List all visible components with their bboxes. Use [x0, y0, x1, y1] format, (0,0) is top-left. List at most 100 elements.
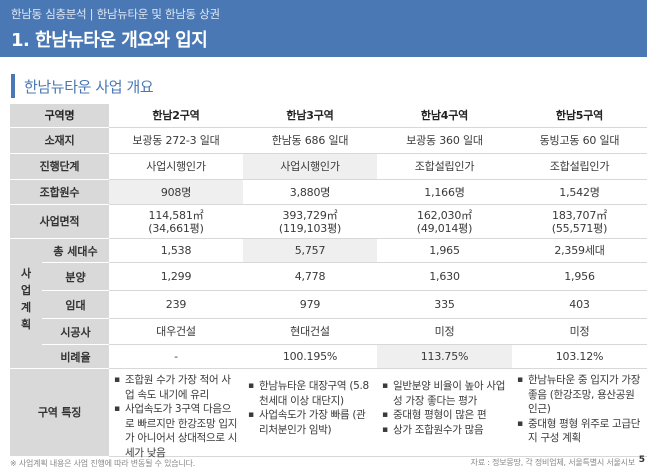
list-item: 중대형 평형이 많은 편 [381, 408, 508, 423]
table-row: 분양 1,299 4,778 1,630 1,956 [10, 263, 647, 291]
table-cell: 335 [377, 291, 512, 319]
area-sqm: 162,030㎡ [417, 208, 472, 222]
table-row: 임대 239 979 335 403 [10, 291, 647, 319]
row-label-group: 분양 [10, 263, 109, 291]
list-item: 사업속도가 가장 빠름 (관리처분인가 임박) [247, 408, 373, 437]
breadcrumb: 한남동 심층분석 | 한남뉴타운 및 한남동 상권 [11, 7, 220, 21]
table-cell: 한남뉴타운 대장구역 (5.8천세대 이상 대단지) 사업속도가 가장 빠름 (… [243, 369, 377, 457]
area-pyeong: (34,661평) [148, 221, 204, 235]
row-label: 시공사 [42, 319, 109, 345]
table-cell: 239 [109, 291, 243, 319]
table-cell: 5,757 [243, 239, 377, 263]
vertical-label-char: 업 [20, 284, 32, 297]
table-cell: 1,299 [109, 263, 243, 291]
area-pyeong: (55,571평) [551, 221, 608, 235]
feature-list: 한남뉴타운 대장구역 (5.8천세대 이상 대단지) 사업속도가 가장 빠름 (… [247, 379, 373, 437]
table-cell: 393,729㎡ (119,103평) [243, 205, 377, 239]
table-row: 조합원수 908명 3,880명 1,166명 1,542명 [10, 180, 647, 205]
table-cell: 403 [512, 291, 647, 319]
table-cell: 사업시행인가 [109, 154, 243, 180]
column-header: 한남2구역 [109, 104, 243, 128]
vertical-label-char: 획 [20, 318, 32, 331]
table-cell: 4,778 [243, 263, 377, 291]
table-cell: 3,880명 [243, 180, 377, 205]
table-cell: 보광동 360 일대 [377, 128, 512, 154]
column-header: 한남3구역 [243, 104, 377, 128]
row-label: 구역 특징 [10, 369, 109, 457]
table-cell: 1,538 [109, 239, 243, 263]
column-header: 한남5구역 [512, 104, 647, 128]
table-row: 진행단계 사업시행인가 사업시행인가 조합설립인가 조합설립인가 [10, 154, 647, 180]
table-cell: 동빙고동 60 일대 [512, 128, 647, 154]
row-label-group: 시공사 [10, 319, 109, 345]
list-item: 조합원 수가 가장 적어 사업 속도 내기에 유리 [113, 373, 239, 402]
table-cell: 908명 [109, 180, 243, 205]
section-accent-bar [11, 74, 15, 98]
list-item: 한남뉴타운 대장구역 (5.8천세대 이상 대단지) [247, 379, 373, 408]
section-title: 한남뉴타운 사업 개요 [24, 78, 154, 96]
table-cell: 1,542명 [512, 180, 647, 205]
table-cell: 1,166명 [377, 180, 512, 205]
table-cell: 2,359세대 [512, 239, 647, 263]
table-cell: 103.12% [512, 345, 647, 369]
source-note: 자료 : 정보몽땅, 각 정비업체, 서울특별시 서울시보 [470, 458, 636, 467]
row-label-group: 총 세대수 [10, 239, 109, 263]
feature-list: 조합원 수가 가장 적어 사업 속도 내기에 유리 사업속도가 3구역 다음으로… [113, 373, 239, 460]
area-sqm: 183,707㎡ [552, 208, 607, 222]
row-label: 소재지 [10, 128, 109, 154]
table-cell: 183,707㎡ (55,571평) [512, 205, 647, 239]
business-plan-group-label: 사 업 계 획 [10, 257, 42, 341]
table-cell: 1,965 [377, 239, 512, 263]
feature-list: 일반분양 비율이 높아 사업성 가장 좋다는 평가 중대형 평형이 많은 편 상… [381, 379, 508, 437]
table-cell: 사업시행인가 [243, 154, 377, 180]
row-label: 총 세대수 [42, 239, 109, 263]
row-label-group: 임대 [10, 291, 109, 319]
table-row: 사업면적 114,581㎡ (34,661평) 393,729㎡ (119,10… [10, 205, 647, 239]
table-cell: 현대건설 [243, 319, 377, 345]
table-cell: 114,581㎡ (34,661평) [109, 205, 243, 239]
row-label: 진행단계 [10, 154, 109, 180]
table-cell: 대우건설 [109, 319, 243, 345]
table-cell: 979 [243, 291, 377, 319]
row-label: 임대 [42, 291, 109, 319]
page-title: 1. 한남뉴타운 개요와 입지 [11, 30, 208, 51]
page-number: 5 [638, 455, 645, 465]
table-cell: - [109, 345, 243, 369]
list-item: 한남뉴타운 중 입지가 가장 좋음 (한강조망, 용산공원 인근) [516, 373, 643, 417]
footnote: ※ 사업계획 내용은 사업 진행에 따라 변동될 수 있습니다. [10, 459, 196, 468]
table-cell: 1,956 [512, 263, 647, 291]
table-cell: 한남뉴타운 중 입지가 가장 좋음 (한강조망, 용산공원 인근) 중대형 평형… [512, 369, 647, 457]
group-side [10, 291, 42, 319]
vertical-label-char: 계 [20, 301, 32, 314]
group-side [10, 263, 42, 291]
table-cell: 한남동 686 일대 [243, 128, 377, 154]
group-side [10, 319, 42, 345]
table-row: 비례율 - 100.195% 113.75% 103.12% [10, 345, 647, 369]
table-cell: 162,030㎡ (49,014평) [377, 205, 512, 239]
table-row: 시공사 대우건설 현대건설 미정 미정 [10, 319, 647, 345]
table-cell: 조합원 수가 가장 적어 사업 속도 내기에 유리 사업속도가 3구역 다음으로… [109, 369, 243, 460]
table-row: 소재지 보광동 272-3 일대 한남동 686 일대 보광동 360 일대 동… [10, 128, 647, 154]
table-cell: 조합설립인가 [377, 154, 512, 180]
table-cell: 1,630 [377, 263, 512, 291]
group-side [10, 345, 42, 369]
row-label: 분양 [42, 263, 109, 291]
row-label: 조합원수 [10, 180, 109, 205]
page-header: 한남동 심층분석 | 한남뉴타운 및 한남동 상권 1. 한남뉴타운 개요와 입… [0, 0, 647, 57]
list-item: 사업속도가 3구역 다음으로 빠르지만 한강조망 입지가 아니어서 상대적으로 … [113, 402, 239, 460]
area-pyeong: (49,014평) [416, 221, 473, 235]
group-side [10, 239, 42, 263]
column-header: 한남4구역 [377, 104, 512, 128]
table-cell: 보광동 272-3 일대 [109, 128, 243, 154]
table-row: 총 세대수 1,538 5,757 1,965 2,359세대 [10, 239, 647, 263]
row-label: 사업면적 [10, 205, 109, 239]
area-pyeong: (119,103평) [278, 221, 342, 235]
table-cell: 조합설립인가 [512, 154, 647, 180]
row-label-group: 비례율 [10, 345, 109, 369]
list-item: 중대형 평형 위주로 고급단지 구성 계획 [516, 417, 643, 446]
area-sqm: 393,729㎡ [282, 208, 338, 222]
feature-list: 한남뉴타운 중 입지가 가장 좋음 (한강조망, 용산공원 인근) 중대형 평형… [516, 373, 643, 446]
list-item: 일반분양 비율이 높아 사업성 가장 좋다는 평가 [381, 379, 508, 408]
list-item: 상가 조합원수가 많음 [381, 423, 508, 438]
table-cell: 100.195% [243, 345, 377, 369]
